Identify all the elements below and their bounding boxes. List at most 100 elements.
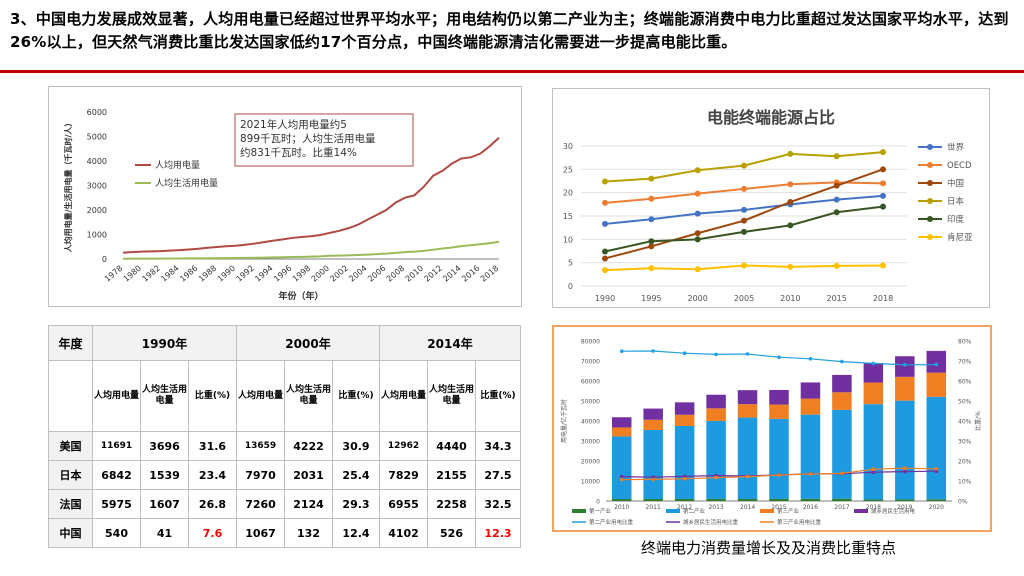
legend-marker (927, 234, 933, 240)
x-tick-label: 1982 (141, 264, 162, 284)
empty-cell (48, 360, 93, 432)
y-tick-label: 10000 (581, 479, 600, 486)
ratio-point (903, 363, 907, 367)
data-point (787, 263, 794, 270)
legend-label: 世界 (947, 142, 965, 153)
ratio-point (840, 359, 844, 364)
data-point (602, 267, 608, 274)
ratio-point (871, 470, 876, 474)
subheader-cell: 人均生活用电量 (427, 360, 476, 432)
y-tick-label: 6000 (87, 108, 107, 117)
year-header: 2014年 (379, 325, 521, 361)
y-tick-label: 70000 (581, 359, 600, 366)
bar-segment (706, 420, 726, 499)
legend-label: 第二产业 (683, 507, 706, 515)
ratio-point (777, 473, 781, 477)
y2-tick-label: 80% (958, 339, 972, 346)
bar-segment (769, 418, 789, 499)
x-tick-label: 1990 (216, 264, 237, 284)
y-tick-label: 15 (563, 212, 573, 221)
bar-segment (611, 436, 632, 500)
ratio-point (840, 471, 844, 476)
y-tick-label: 30 (563, 142, 573, 151)
y-tick-label: 4000 (87, 157, 107, 166)
bar-segment (895, 499, 915, 501)
bar-segment (832, 392, 852, 410)
annotation-text: 约831千瓦时。比重14% (240, 146, 357, 159)
bar-segment (769, 498, 789, 501)
table-cell-highlight: 12.3 (475, 518, 521, 548)
bar-segment (674, 498, 695, 501)
data-point (694, 167, 701, 174)
table-cell: 26.8 (188, 489, 237, 519)
per-capita-chart: 0100020003000400050006000197819801982198… (63, 108, 500, 302)
x-tick-label: 2002 (329, 264, 350, 284)
bar-segment (832, 374, 852, 393)
ratio-point (651, 477, 655, 482)
x-tick-label: 1986 (178, 264, 199, 284)
data-point (833, 196, 840, 203)
data-point (833, 262, 840, 269)
bar-segment (674, 414, 695, 426)
x-tick-label: 2012 (423, 264, 444, 284)
x-tick-label: 1998 (291, 264, 312, 284)
bar-segment (643, 408, 663, 420)
y-tick-label: 10 (563, 235, 573, 244)
table-cell: 30.9 (332, 431, 380, 461)
x-tick-label: 2006 (366, 264, 387, 284)
data-point (648, 243, 655, 250)
data-point (833, 153, 840, 160)
bar-segment (863, 499, 884, 501)
legend-label: 第二产业用电比重 (589, 518, 634, 526)
bar-segment (643, 419, 663, 430)
table-cell: 2155 (427, 460, 476, 490)
y-axis-title: 人均用电量/生活用电量（千瓦时/人） (63, 119, 73, 253)
x-tick-label: 2010 (614, 504, 629, 511)
ratio-point (745, 474, 750, 479)
share-chart-panel: 电能终端能源占比 0 5 10 15 20 25 30 1990 1995 2000 2005 2010… (552, 88, 990, 308)
table-cell: 34.3 (475, 431, 521, 461)
table-cell: 2031 (284, 460, 333, 490)
bar-segment (926, 372, 947, 397)
country-cell: 美国 (48, 431, 93, 461)
subheader-cell: 人均生活用电量 (284, 360, 333, 432)
x-tick-label: 2020 (929, 504, 944, 511)
table-cell: 540 (92, 518, 141, 548)
ratio-point (777, 355, 781, 359)
country-cell: 中国 (48, 518, 93, 548)
x-axis-title: 年份（年） (278, 290, 323, 302)
ratio-point (745, 352, 750, 356)
annotation-text: 2021年人均用电量约5 (240, 118, 347, 131)
data-point (648, 195, 655, 202)
legend-marker (927, 216, 933, 222)
table-cell: 3696 (140, 431, 189, 461)
x-tick-label: 1996 (272, 264, 293, 284)
y2-tick-label: 20% (958, 459, 972, 466)
y-tick-label: 60000 (581, 379, 600, 386)
data-point (741, 162, 747, 169)
consumption-table: 年度 1990年 2000年 2014年 人均用电量 人均生活用电量 比重(%)… (48, 325, 521, 548)
data-point (602, 199, 608, 206)
annotation-text: 899千瓦时；人均生活用电量 (240, 132, 376, 145)
data-point (787, 199, 794, 205)
per-capita-chart-panel: 0 1000 2000 3000 4000 5000 6000 1978 1980 1982 198… (48, 86, 522, 307)
bar-segment (926, 350, 947, 373)
ratio-point (903, 466, 907, 470)
legend-label: 第三产业用电比重 (777, 518, 822, 526)
country-cell: 日本 (48, 460, 93, 490)
legend-label: 中国 (947, 178, 964, 189)
table-cell: 2124 (284, 489, 333, 519)
x-tick-label: 2010 (404, 264, 425, 284)
y-tick-label: 20 (563, 189, 573, 198)
x-tick-label: 2019 (897, 504, 912, 511)
y-tick-label: 2000 (87, 206, 107, 215)
bar-segment (674, 402, 695, 415)
bar-segment (769, 404, 789, 419)
bar-segment (863, 363, 884, 383)
table-cell: 7970 (236, 460, 285, 490)
data-point (602, 248, 608, 255)
table-row: 日本 6842 1539 23.4 7970 2031 25.4 7829 21… (48, 460, 521, 490)
bar-segment (737, 390, 758, 405)
x-tick-label: 2015 (771, 504, 786, 511)
table-cell: 7829 (379, 460, 428, 490)
